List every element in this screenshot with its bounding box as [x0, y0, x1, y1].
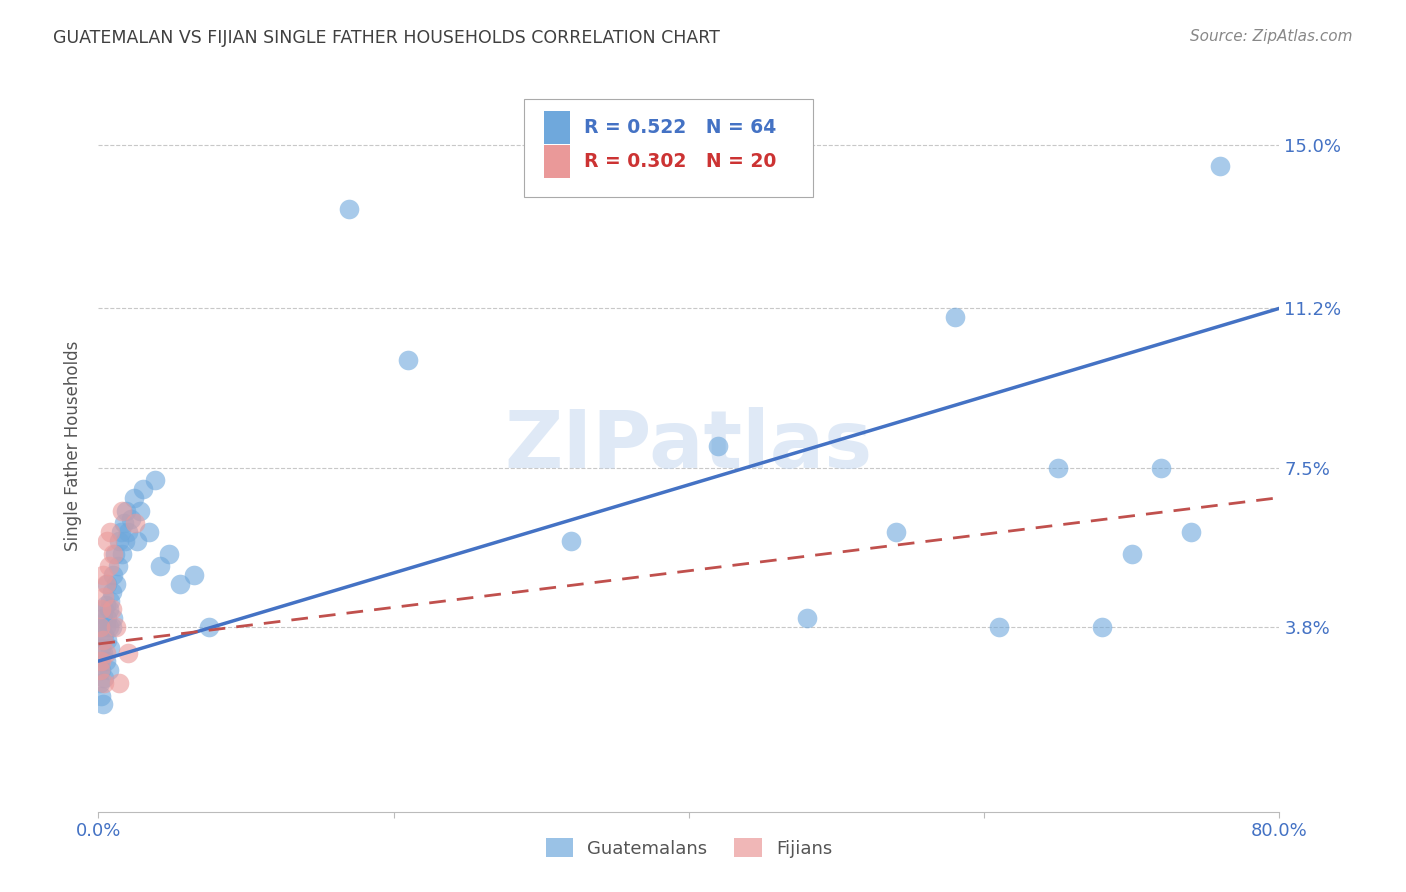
Point	[114, 533, 136, 548]
Point	[89, 620, 111, 634]
Point	[98, 641, 121, 656]
Point	[103, 611, 125, 625]
Point	[90, 602, 112, 616]
Point	[125, 533, 148, 548]
Point	[89, 675, 111, 690]
Point	[89, 654, 111, 668]
Point	[124, 516, 146, 531]
Point	[1091, 620, 1114, 634]
FancyBboxPatch shape	[523, 99, 813, 197]
Point	[90, 620, 112, 634]
Point	[91, 697, 114, 711]
Point	[104, 547, 127, 561]
Point	[91, 632, 114, 647]
Point	[1180, 524, 1202, 539]
Point	[149, 559, 172, 574]
Point	[96, 611, 118, 625]
Point	[560, 533, 582, 548]
Point	[105, 576, 128, 591]
Point	[1150, 460, 1173, 475]
Point	[90, 689, 112, 703]
Point	[111, 547, 134, 561]
Point	[96, 533, 118, 548]
Point	[796, 611, 818, 625]
Point	[132, 482, 155, 496]
Point	[94, 620, 117, 634]
Point	[91, 568, 114, 582]
Point	[93, 602, 115, 616]
Point	[107, 559, 129, 574]
Point	[112, 516, 135, 531]
Point	[108, 675, 131, 690]
Point	[90, 654, 112, 668]
Point	[97, 663, 120, 677]
Point	[103, 547, 125, 561]
Point	[93, 671, 115, 685]
Y-axis label: Single Father Households: Single Father Households	[65, 341, 83, 551]
Point	[94, 576, 117, 591]
Point	[1209, 159, 1232, 173]
Point	[943, 310, 966, 324]
Point	[198, 620, 221, 634]
Point	[398, 353, 420, 368]
Point	[143, 474, 166, 488]
Point	[120, 512, 142, 526]
Point	[93, 675, 115, 690]
Point	[91, 646, 114, 660]
Point	[157, 547, 180, 561]
Point	[94, 654, 117, 668]
Text: GUATEMALAN VS FIJIAN SINGLE FATHER HOUSEHOLDS CORRELATION CHART: GUATEMALAN VS FIJIAN SINGLE FATHER HOUSE…	[53, 29, 720, 46]
Point	[97, 620, 120, 634]
Point	[100, 620, 122, 634]
Text: R = 0.302   N = 20: R = 0.302 N = 20	[583, 152, 776, 170]
Point	[117, 524, 139, 539]
FancyBboxPatch shape	[544, 145, 569, 178]
Point	[183, 568, 205, 582]
Text: Source: ZipAtlas.com: Source: ZipAtlas.com	[1189, 29, 1353, 44]
Text: R = 0.522   N = 64: R = 0.522 N = 64	[583, 118, 776, 137]
Point	[122, 491, 145, 505]
Point	[110, 524, 132, 539]
Point	[100, 585, 122, 599]
FancyBboxPatch shape	[544, 111, 569, 144]
Point	[169, 576, 191, 591]
Point	[115, 503, 138, 517]
Point	[1046, 460, 1070, 475]
Point	[90, 641, 112, 656]
Point	[707, 439, 730, 453]
Point	[97, 559, 120, 574]
Point	[100, 602, 122, 616]
Point	[91, 632, 114, 647]
Point	[91, 611, 114, 625]
Point	[128, 503, 150, 517]
Point	[108, 533, 131, 548]
Point	[988, 620, 1011, 634]
Point	[96, 632, 118, 647]
Point	[105, 620, 128, 634]
Point	[93, 590, 115, 604]
Point	[96, 576, 118, 591]
Point	[90, 663, 112, 677]
Point	[93, 628, 115, 642]
Legend: Guatemalans, Fijians: Guatemalans, Fijians	[538, 831, 839, 865]
Point	[97, 602, 120, 616]
Point	[98, 594, 121, 608]
Point	[98, 524, 121, 539]
Point	[339, 202, 361, 217]
Point	[94, 598, 117, 612]
Point	[103, 568, 125, 582]
Point	[1121, 547, 1143, 561]
Point	[94, 646, 117, 660]
Point	[89, 663, 111, 677]
Point	[884, 524, 907, 539]
Point	[138, 524, 160, 539]
Point	[111, 503, 134, 517]
Point	[117, 646, 139, 660]
Text: ZIPatlas: ZIPatlas	[505, 407, 873, 485]
